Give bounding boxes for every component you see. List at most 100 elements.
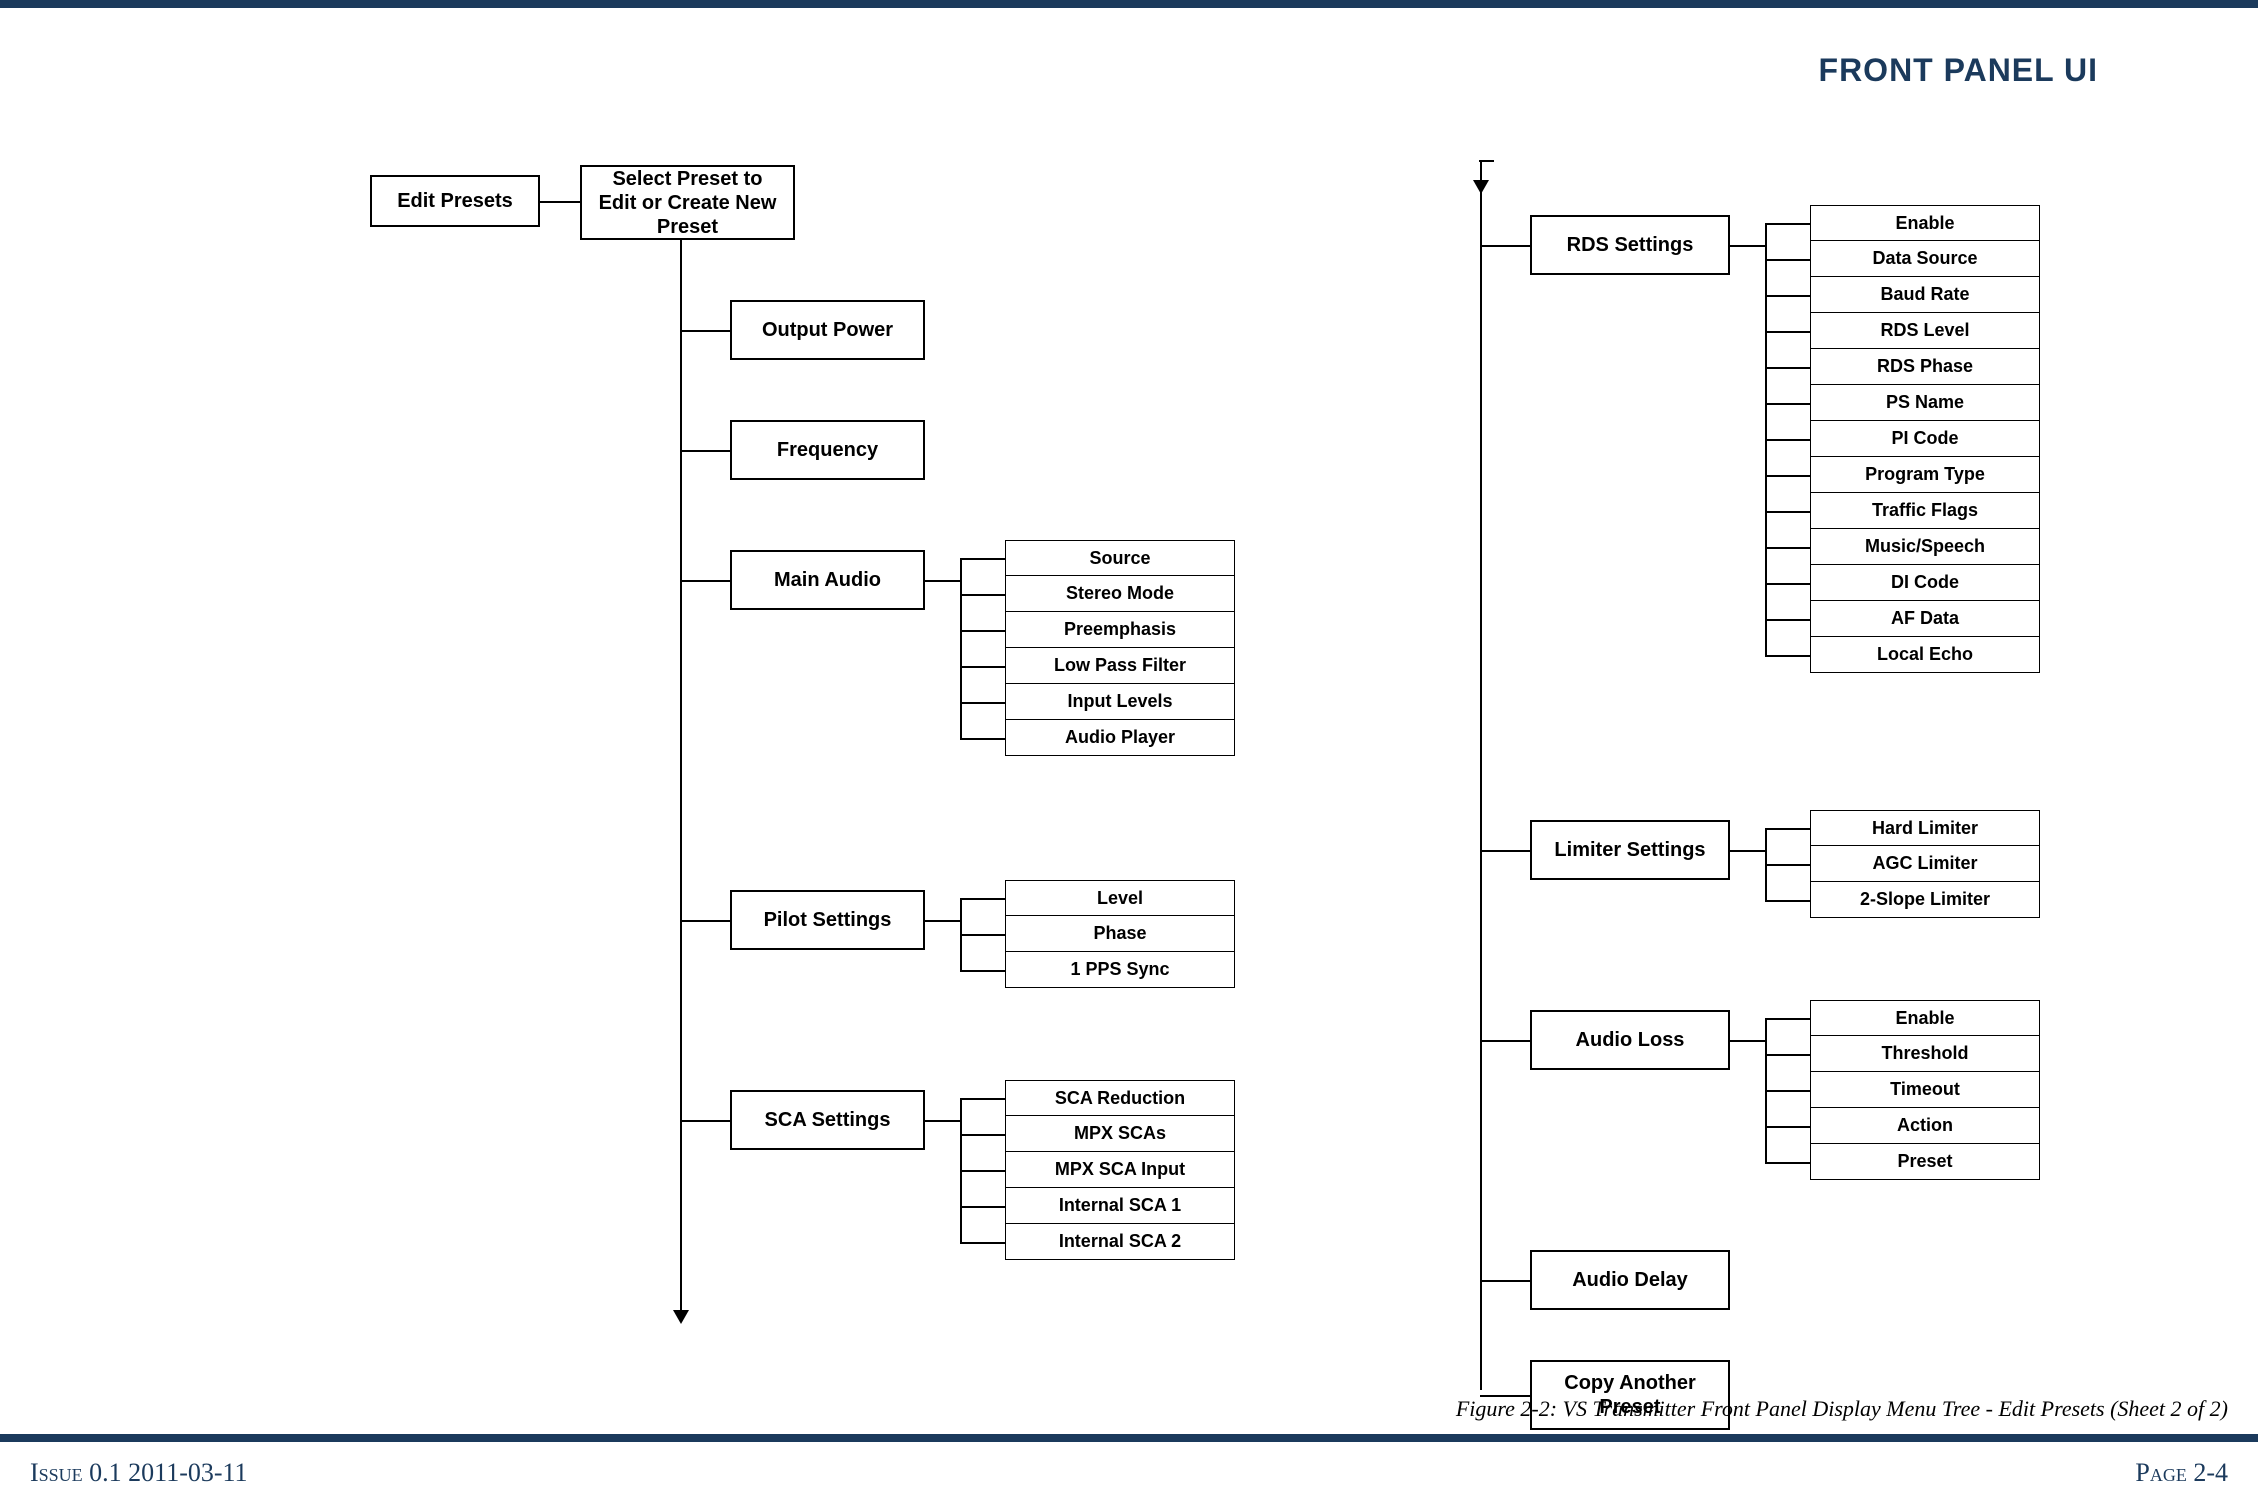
right-1-leaf-0: Hard Limiter [1810,810,2040,846]
connector-h [960,1206,1005,1208]
right-0-leaf-9: Music/Speech [1810,529,2040,565]
connector-h [925,580,960,582]
right-0-leaf-12: Local Echo [1810,637,2040,673]
right-2-leaf-2: Timeout [1810,1072,2040,1108]
left-3-leaf-1: Phase [1005,916,1235,952]
right-node-2: Audio Loss [1530,1010,1730,1070]
left-4-leaf-2: MPX SCA Input [1005,1152,1235,1188]
connector-h [960,934,1005,936]
connector-h [960,970,1005,972]
connector-v [960,558,962,738]
connector-h [1765,511,1810,513]
connector-h [960,594,1005,596]
connector-h [960,1134,1005,1136]
connector-v [680,240,682,1310]
connector-h [1765,828,1810,830]
right-node-3: Audio Delay [1530,1250,1730,1310]
connector-h [1765,1090,1810,1092]
node-select-preset: Select Preset to Edit or Create New Pres… [580,165,795,240]
right-0-leaf-10: DI Code [1810,565,2040,601]
menu-tree-diagram: Edit Presets Select Preset to Edit or Cre… [0,80,2258,1380]
connector-h [1765,439,1810,441]
connector-h [680,1120,730,1122]
footer-issue: Issue 0.1 2011-03-11 [30,1458,248,1488]
connector-h [1765,1018,1810,1020]
right-0-leaf-11: AF Data [1810,601,2040,637]
connector-h [1479,160,1494,162]
right-0-leaf-1: Data Source [1810,241,2040,277]
right-0-leaf-5: PS Name [1810,385,2040,421]
left-3-leaf-2: 1 PPS Sync [1005,952,1235,988]
connector-h [680,330,730,332]
connector-h [960,1242,1005,1244]
connector-h [1730,245,1765,247]
footer-page: Page 2-4 [2135,1458,2228,1488]
connector-h [1765,295,1810,297]
left-node-1: Frequency [730,420,925,480]
top-bar [0,0,2258,8]
bottom-bar [0,1434,2258,1442]
right-node-1: Limiter Settings [1530,820,1730,880]
connector-h [925,1120,960,1122]
connector-h [960,702,1005,704]
connector-h [1480,245,1530,247]
connector-h [960,738,1005,740]
left-2-leaf-2: Preemphasis [1005,612,1235,648]
left-4-leaf-4: Internal SCA 2 [1005,1224,1235,1260]
right-0-leaf-0: Enable [1810,205,2040,241]
connector-h [1765,475,1810,477]
right-0-leaf-7: Program Type [1810,457,2040,493]
connector-v [1480,160,1482,1390]
connector-h [960,898,1005,900]
connector-h [1730,1040,1765,1042]
connector-h [925,920,960,922]
connector-h [1765,547,1810,549]
connector-h [1480,1040,1530,1042]
left-4-leaf-1: MPX SCAs [1005,1116,1235,1152]
right-2-leaf-0: Enable [1810,1000,2040,1036]
connector-h [960,558,1005,560]
connector-h [1765,403,1810,405]
connector-h [680,580,730,582]
left-2-leaf-5: Audio Player [1005,720,1235,756]
arrow-down-icon [1473,180,1489,194]
connector-h [1765,1126,1810,1128]
right-0-leaf-6: PI Code [1810,421,2040,457]
connector-h [1765,1054,1810,1056]
left-3-leaf-0: Level [1005,880,1235,916]
connector-h [960,1170,1005,1172]
connector-h [1765,331,1810,333]
connector-h [1765,259,1810,261]
connector-h [1765,900,1810,902]
right-2-leaf-1: Threshold [1810,1036,2040,1072]
right-1-leaf-1: AGC Limiter [1810,846,2040,882]
connector-h [1480,850,1530,852]
right-0-leaf-3: RDS Level [1810,313,2040,349]
connector-h [1765,583,1810,585]
connector-h [680,920,730,922]
connector-h [1765,655,1810,657]
connector-h [1765,864,1810,866]
right-0-leaf-2: Baud Rate [1810,277,2040,313]
left-2-leaf-0: Source [1005,540,1235,576]
left-2-leaf-1: Stereo Mode [1005,576,1235,612]
right-node-0: RDS Settings [1530,215,1730,275]
connector-h [960,630,1005,632]
connector-h [1765,1162,1810,1164]
node-edit-presets: Edit Presets [370,175,540,227]
connector-h [680,450,730,452]
left-node-4: SCA Settings [730,1090,925,1150]
right-0-leaf-8: Traffic Flags [1810,493,2040,529]
connector-h [1765,619,1810,621]
connector-h [960,1098,1005,1100]
connector-h [1765,367,1810,369]
connector-h [1480,1280,1530,1282]
left-4-leaf-0: SCA Reduction [1005,1080,1235,1116]
right-0-leaf-4: RDS Phase [1810,349,2040,385]
left-node-0: Output Power [730,300,925,360]
connector-h [1730,850,1765,852]
left-node-2: Main Audio [730,550,925,610]
right-2-leaf-4: Preset [1810,1144,2040,1180]
left-2-leaf-4: Input Levels [1005,684,1235,720]
arrow-down-icon [673,1310,689,1324]
